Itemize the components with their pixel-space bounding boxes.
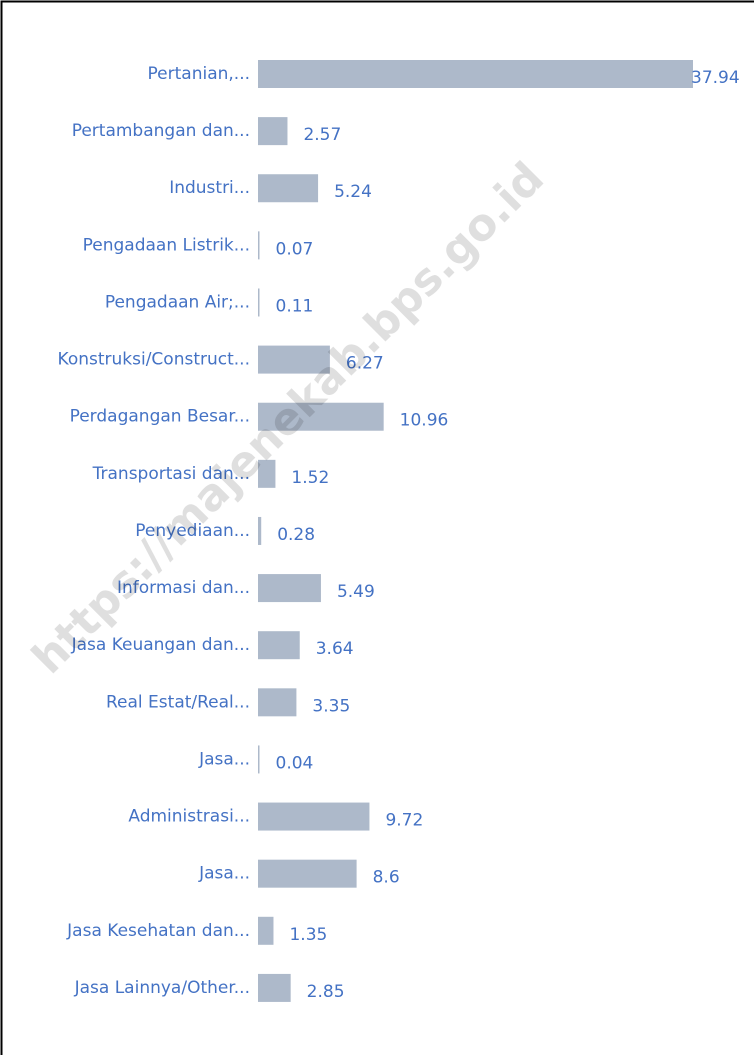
data-label: 3.64 <box>316 639 354 659</box>
y-tick-label: Industri... <box>169 178 250 198</box>
y-tick-label: Jasa Kesehatan dan... <box>66 921 250 941</box>
data-label: 3.35 <box>312 696 350 716</box>
y-tick-label: Pengadaan Listrik... <box>83 235 250 255</box>
data-label: 10.96 <box>400 411 449 431</box>
y-tick-label: Real Estat/Real... <box>106 692 250 712</box>
bar <box>258 802 370 831</box>
bar <box>258 174 319 203</box>
y-tick-label: Jasa... <box>198 749 250 769</box>
data-label: 0.11 <box>276 296 314 316</box>
y-tick-label: Jasa Lainnya/Other... <box>74 978 250 998</box>
data-label: 37.94 <box>691 68 740 88</box>
data-label: 9.72 <box>385 811 423 831</box>
bar <box>258 459 276 488</box>
bar <box>258 288 260 317</box>
data-label: 0.07 <box>276 239 314 259</box>
y-tick-label: Administrasi... <box>128 807 250 827</box>
bar <box>258 60 693 88</box>
y-tick-label: Perdagangan Besar... <box>70 407 250 427</box>
bar <box>258 231 260 260</box>
bar <box>258 859 357 888</box>
bar <box>258 631 300 660</box>
bar <box>258 574 321 603</box>
bar <box>258 117 288 146</box>
y-tick-label: Pertambangan dan... <box>72 121 250 141</box>
data-label: 2.85 <box>307 982 345 1002</box>
data-label: 2.57 <box>303 125 341 145</box>
y-tick-label: Jasa... <box>198 864 250 884</box>
bar <box>258 516 262 545</box>
bar <box>258 402 384 431</box>
data-label: 1.52 <box>291 468 329 488</box>
y-tick-label: Transportasi dan... <box>92 464 250 484</box>
data-label: 5.24 <box>334 182 372 202</box>
plot: Pertanian,... 37.94 Pertambangan dan... 2.5… <box>58 60 740 1002</box>
y-tick-label: Pengadaan Air;... <box>105 292 250 312</box>
bar <box>258 973 291 1002</box>
y-tick-label: Konstruksi/Construct... <box>58 350 250 370</box>
y-tick-label: Jasa Keuangan dan... <box>71 635 250 655</box>
data-label: 6.27 <box>346 354 384 374</box>
data-label: 0.28 <box>277 525 315 545</box>
data-label: 1.35 <box>289 925 327 945</box>
data-label: 0.04 <box>276 753 314 773</box>
data-label: 5.49 <box>337 582 375 602</box>
y-tick-label: Informasi dan... <box>117 578 250 598</box>
bar <box>258 916 274 945</box>
bar <box>258 688 297 717</box>
y-tick-label: Penyediaan... <box>135 521 250 541</box>
y-tick-label: Pertanian,... <box>148 64 250 84</box>
data-label: 8.6 <box>373 868 400 888</box>
bar <box>258 745 260 774</box>
bar <box>258 345 330 374</box>
